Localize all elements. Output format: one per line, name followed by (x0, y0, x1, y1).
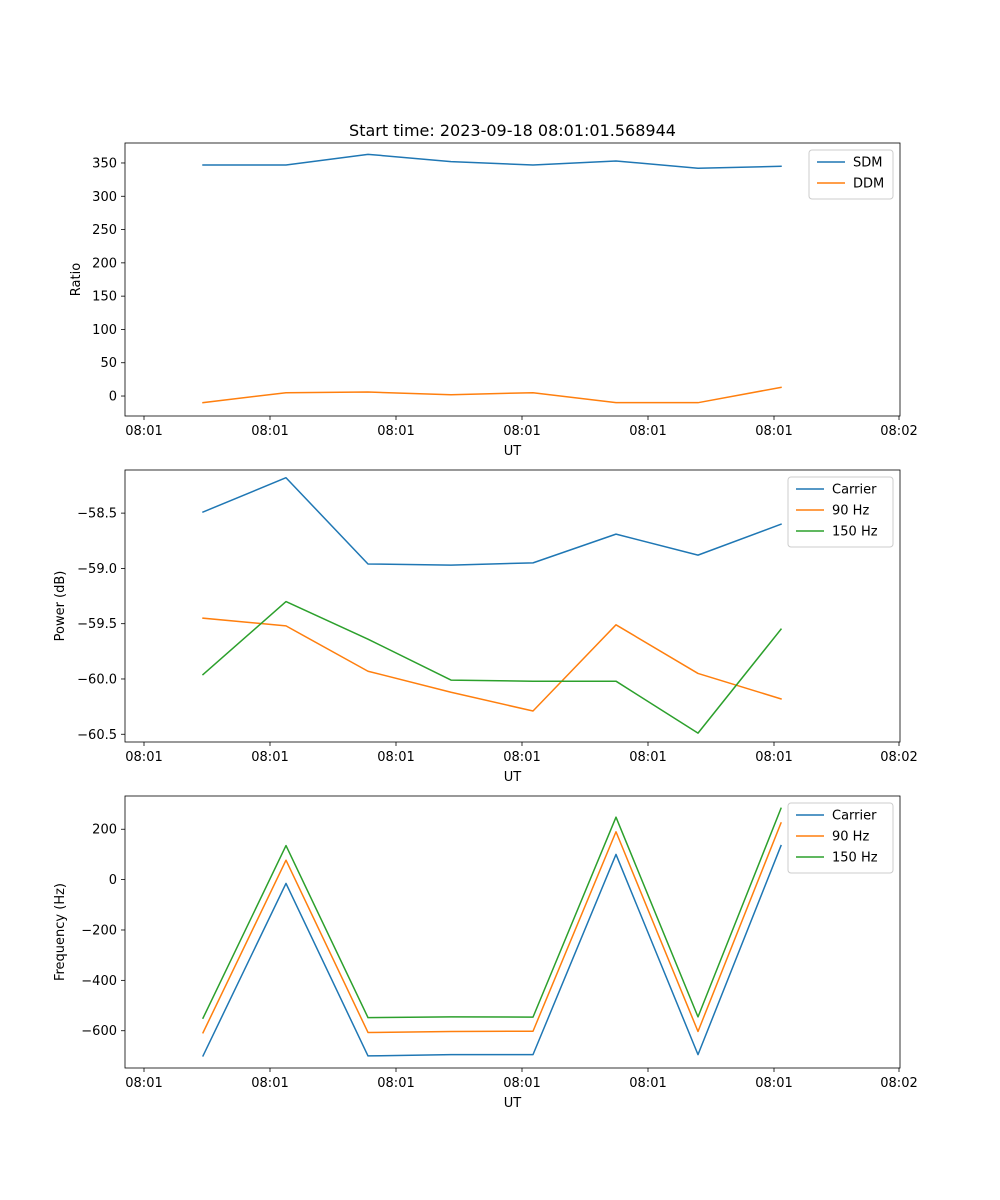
x-tick-label: 08:01 (503, 424, 540, 439)
y-tick-label: −58.5 (77, 507, 117, 522)
x-tick-label: 08:01 (629, 750, 666, 765)
legend-label-150-hz: 150 Hz (832, 851, 878, 866)
x-tick-label: 08:01 (125, 424, 162, 439)
x-tick-label: 08:01 (629, 1076, 666, 1091)
x-tick-label: 08:01 (377, 1076, 414, 1091)
y-tick-label: 150 (92, 290, 117, 305)
x-tick-label: 08:02 (880, 1076, 917, 1091)
plot-frame (124, 142, 901, 417)
x-axis-label: UT (504, 444, 522, 459)
series-line-150-hz (201, 807, 782, 1020)
y-tick-label: 0 (109, 390, 117, 405)
y-tick-label: 250 (92, 223, 117, 238)
y-tick-label: 0 (109, 873, 117, 888)
series-line-150-hz (201, 600, 783, 734)
series-line-sdm (202, 153, 782, 170)
power-chart: 08:01 08:01 08:01 08:01 08:01 08:01 08:02 UT −58… (53, 469, 918, 785)
y-tick-label: −600 (81, 1024, 117, 1039)
legend: Carrier 90 Hz 150 Hz (787, 476, 894, 548)
x-tick-label: 08:01 (377, 750, 414, 765)
legend-box (787, 476, 894, 548)
legend-label-150-hz: 150 Hz (832, 525, 878, 540)
y-axis-label: Frequency (Hz) (53, 883, 68, 981)
legend-label-carrier: Carrier (832, 483, 877, 498)
series-line-90-hz (201, 821, 782, 1034)
y-tick-label: 50 (100, 356, 117, 371)
x-tick-label: 08:01 (755, 424, 792, 439)
y-tick-label: 300 (92, 190, 117, 205)
y-tick-label: −59.0 (77, 562, 117, 577)
plot-frame (124, 469, 901, 743)
series-line-carrier (201, 844, 782, 1057)
y-tick-label: 350 (92, 156, 117, 171)
y-axis-label: Ratio (69, 263, 84, 296)
x-tick-label: 08:01 (629, 424, 666, 439)
y-tick-label: −60.5 (77, 728, 117, 743)
legend: SDM DDM (808, 149, 894, 200)
frequency-chart: 08:01 08:01 08:01 08:01 08:01 08:01 08:02 UT 200… (53, 795, 918, 1111)
x-tick-label: 08:01 (251, 424, 288, 439)
figure-title: Start time: 2023-09-18 08:01:01.568944 (349, 121, 676, 140)
y-tick-label: −60.0 (77, 672, 117, 687)
x-tick-label: 08:02 (880, 750, 917, 765)
x-tick-label: 08:01 (251, 750, 288, 765)
ratio-chart: 08:01 08:01 08:01 08:01 08:01 08:01 08:02 UT 0 50… (69, 142, 918, 459)
x-tick-label: 08:01 (503, 750, 540, 765)
y-tick-label: −59.5 (77, 617, 117, 632)
x-tick-label: 08:01 (755, 1076, 792, 1091)
legend-label-ddm: DDM (853, 177, 884, 192)
y-tick-label: 200 (92, 823, 117, 838)
legend-label-90-hz: 90 Hz (832, 504, 869, 519)
x-tick-label: 08:01 (251, 1076, 288, 1091)
x-axis-label: UT (504, 770, 522, 785)
series-line-ddm (202, 386, 782, 404)
x-axis-label: UT (504, 1096, 522, 1111)
legend-label-carrier: Carrier (832, 809, 877, 824)
y-tick-label: 100 (92, 323, 117, 338)
series-line-90-hz (202, 617, 782, 712)
x-tick-label: 08:01 (125, 1076, 162, 1091)
y-tick-label: −200 (81, 923, 117, 938)
plot-frame (124, 795, 901, 1069)
x-tick-label: 08:01 (503, 1076, 540, 1091)
y-tick-label: 200 (92, 256, 117, 271)
x-tick-label: 08:02 (880, 424, 917, 439)
y-tick-label: −400 (81, 974, 117, 989)
legend-box (787, 802, 894, 874)
legend: Carrier 90 Hz 150 Hz (787, 802, 894, 874)
series-line-carrier (202, 476, 782, 566)
legend-label-sdm: SDM (853, 156, 882, 171)
legend-label-90-hz: 90 Hz (832, 830, 869, 845)
y-axis-label: Power (dB) (53, 571, 68, 642)
x-tick-label: 08:01 (755, 750, 792, 765)
x-tick-label: 08:01 (125, 750, 162, 765)
x-tick-label: 08:01 (377, 424, 414, 439)
